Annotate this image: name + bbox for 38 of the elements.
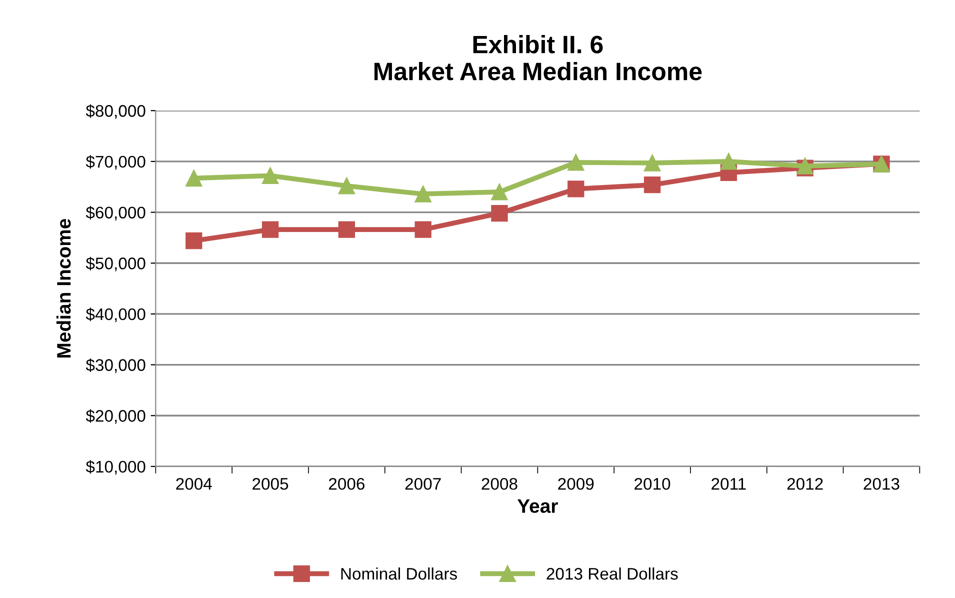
point [338,178,355,194]
x-tick-label: 2010 [634,478,670,490]
y-tick-label: $70,000 [86,155,146,170]
x-axis-title: Year [517,499,558,513]
x-tick-label: 2006 [328,478,364,490]
y-tick-label: $80,000 [86,104,146,119]
x-tick-label: 2009 [558,478,594,490]
point [491,184,508,200]
y-tick-label: $50,000 [86,256,146,272]
point [568,154,584,171]
point [491,204,508,222]
point [186,232,202,250]
x-tick-label: 2005 [252,478,288,490]
point [262,167,279,184]
x-tick-label: 2004 [176,478,212,490]
legend-label: Nominal Dollars [341,567,457,580]
chart-title: Exhibit II. 6 Market Area Median Income [374,35,702,80]
point [720,153,737,170]
point [568,180,584,198]
x-tick-label: 2013 [864,478,900,490]
point [262,221,279,238]
x-tick-label: 2008 [482,478,518,490]
point [414,221,432,238]
point [338,221,355,238]
x-tick-label: 2007 [405,478,441,490]
point [644,154,661,172]
y-axis-title: Median Income [56,218,71,358]
y-tick-label: $40,000 [86,308,146,322]
point [186,170,202,187]
point [644,176,661,194]
point [414,186,432,202]
legend-label: 2013 Real Dollars [546,567,678,580]
x-tick-label: 2012 [787,478,823,490]
y-tick-label: $30,000 [86,358,146,373]
y-tick-label: $10,000 [86,460,146,475]
y-tick-label: $60,000 [86,206,146,220]
x-tick-label: 2011 [712,478,746,490]
y-tick-label: $20,000 [86,409,146,424]
